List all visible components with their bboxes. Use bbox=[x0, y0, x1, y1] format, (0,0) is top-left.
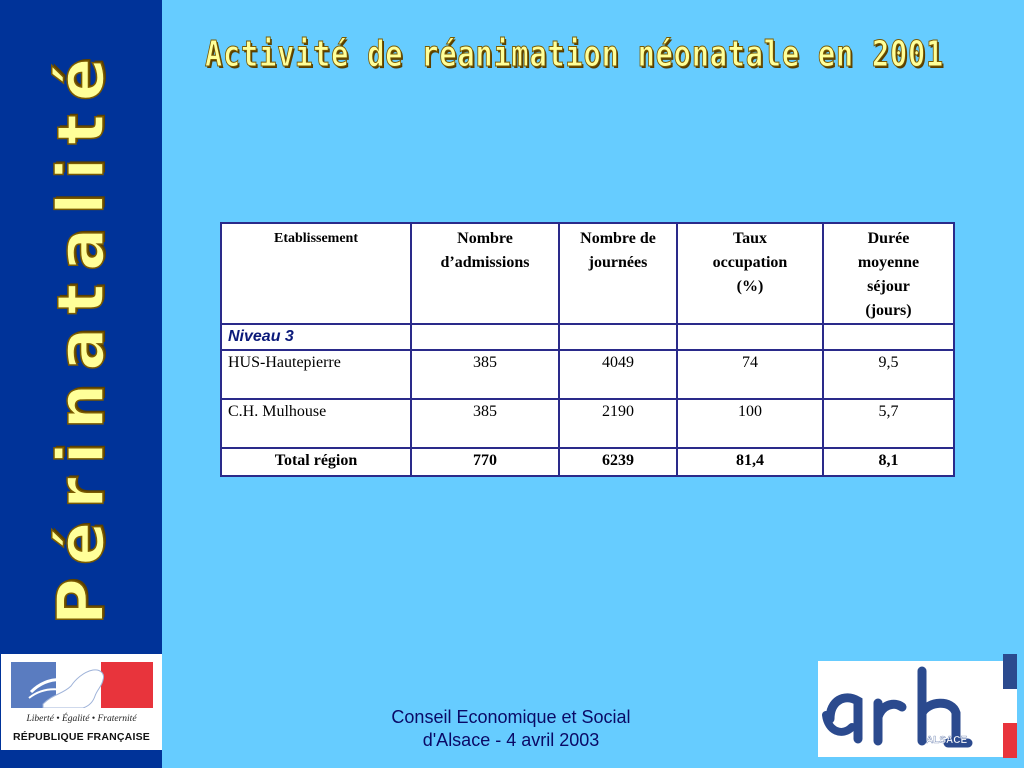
cell-admissions: 385 bbox=[410, 398, 560, 449]
arh-tricolor-stripe bbox=[1003, 654, 1017, 758]
header-journees: Nombre de journées bbox=[558, 222, 678, 325]
cell-duree: 5,7 bbox=[822, 398, 955, 449]
total-label: Total région bbox=[220, 447, 412, 477]
table-header-row: Etablissement Nombre d’admissions Nombre… bbox=[220, 222, 955, 325]
table-row: HUS-Hautepierre 385 4049 74 9,5 bbox=[220, 349, 955, 400]
header-journees-line2: journées bbox=[588, 254, 648, 271]
arh-logo-icon: ALSACE bbox=[822, 666, 973, 748]
table-cell bbox=[822, 323, 955, 351]
header-duree-line4: (jours) bbox=[865, 302, 912, 319]
cell-journees: 4049 bbox=[558, 349, 678, 400]
republique-francaise-logo: Liberté • Égalité • Fraternité RÉPUBLIQU… bbox=[1, 654, 162, 750]
cell-journees: 2190 bbox=[558, 398, 678, 449]
section-label: Niveau 3 bbox=[220, 323, 412, 351]
stripe-blue bbox=[1003, 654, 1017, 689]
total-duree: 8,1 bbox=[822, 447, 955, 477]
header-journees-line1: Nombre de bbox=[580, 230, 656, 247]
table-cell bbox=[410, 323, 560, 351]
header-taux-line3: (%) bbox=[736, 278, 764, 295]
cell-etablissement: HUS-Hautepierre bbox=[220, 349, 412, 400]
marianne-icon bbox=[28, 669, 104, 708]
header-taux-line2: occupation bbox=[712, 254, 788, 271]
stripe-white bbox=[1003, 688, 1017, 724]
cell-taux: 74 bbox=[676, 349, 824, 400]
cell-admissions: 385 bbox=[410, 349, 560, 400]
table-cell bbox=[558, 323, 678, 351]
footer-line2: d'Alsace - 4 avril 2003 bbox=[422, 730, 600, 750]
sidebar-title: Périnatalité bbox=[44, 44, 120, 626]
arh-region-label: ALSACE bbox=[926, 735, 967, 746]
section-row: Niveau 3 bbox=[220, 323, 955, 351]
republic-motto: Liberté • Égalité • Fraternité bbox=[26, 714, 137, 724]
total-journees: 6239 bbox=[558, 447, 678, 477]
arh-alsace-logo: ALSACE bbox=[818, 661, 1004, 757]
header-etablissement: Etablissement bbox=[220, 222, 412, 325]
stripe-red bbox=[1003, 723, 1017, 758]
footer-line1: Conseil Economique et Social bbox=[391, 707, 631, 727]
republic-name: RÉPUBLIQUE FRANÇAISE bbox=[12, 731, 150, 743]
header-admissions-line2: d’admissions bbox=[440, 254, 530, 271]
sidebar: Périnatalité bbox=[0, 0, 162, 768]
total-taux: 81,4 bbox=[676, 447, 824, 477]
header-admissions-line1: Nombre bbox=[457, 230, 513, 247]
slide-title: Activité de réanimation néonatale en 200… bbox=[205, 34, 945, 76]
header-taux: Taux occupation (%) bbox=[676, 222, 824, 325]
cell-taux: 100 bbox=[676, 398, 824, 449]
table-row: C.H. Mulhouse 385 2190 100 5,7 bbox=[220, 398, 955, 449]
total-admissions: 770 bbox=[410, 447, 560, 477]
header-admissions: Nombre d’admissions bbox=[410, 222, 560, 325]
header-duree: Durée moyenne séjour (jours) bbox=[822, 222, 955, 325]
activity-table: Etablissement Nombre d’admissions Nombre… bbox=[220, 222, 955, 477]
header-taux-line1: Taux bbox=[732, 230, 768, 247]
total-row: Total région 770 6239 81,4 8,1 bbox=[220, 447, 955, 477]
header-duree-line3: séjour bbox=[867, 278, 910, 295]
flag-red-band bbox=[101, 662, 153, 708]
footer: Conseil Economique et Social d'Alsace - … bbox=[350, 706, 672, 752]
header-duree-line2: moyenne bbox=[857, 254, 920, 271]
table-cell bbox=[676, 323, 824, 351]
cell-etablissement: C.H. Mulhouse bbox=[220, 398, 412, 449]
header-duree-line1: Durée bbox=[867, 230, 910, 247]
cell-duree: 9,5 bbox=[822, 349, 955, 400]
